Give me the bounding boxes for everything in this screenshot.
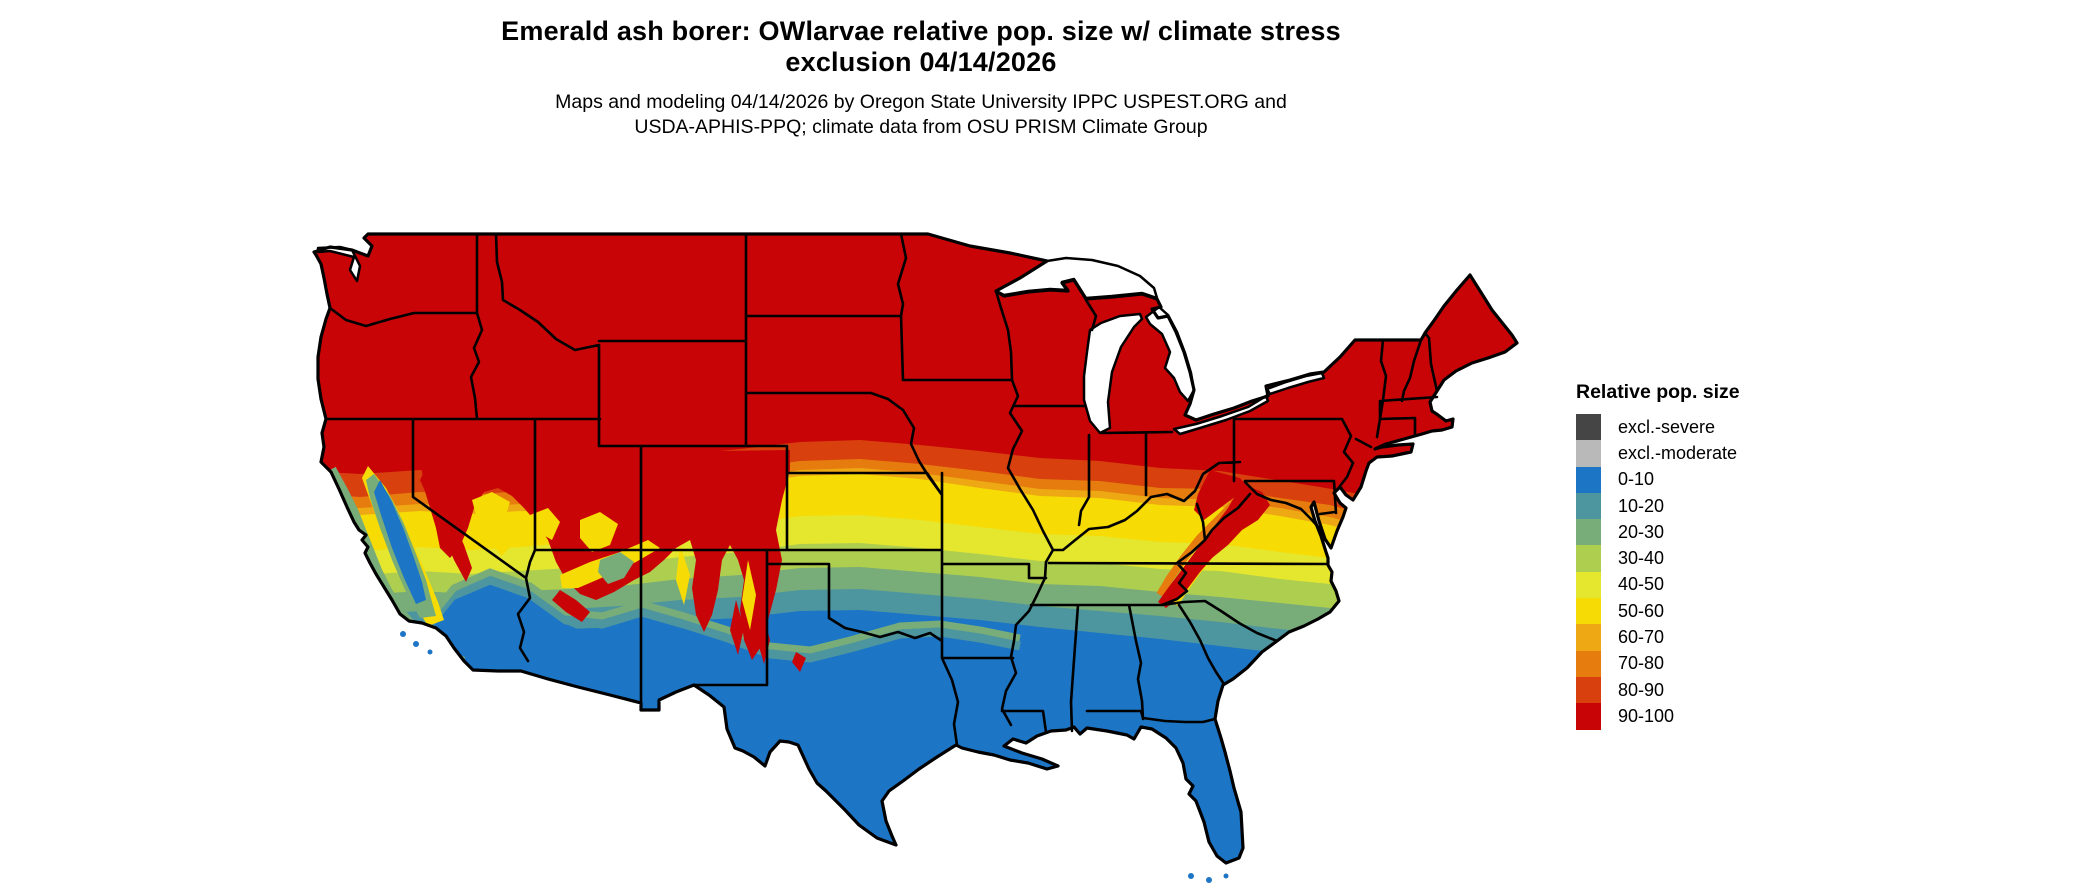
legend-label: 80-90 xyxy=(1618,679,1665,700)
legend-swatch-40-50 xyxy=(1576,571,1601,599)
legend-item-30-40: 30-40 xyxy=(1576,545,1876,572)
state-borders xyxy=(324,232,1439,747)
channel-island-dot xyxy=(427,649,433,655)
legend-label: 60-70 xyxy=(1618,627,1665,648)
legend-item-0-10: 0-10 xyxy=(1576,466,1876,493)
legend-label: 40-50 xyxy=(1618,574,1665,595)
florida-keys-dot xyxy=(1188,873,1194,879)
channel-island-dot xyxy=(400,631,406,637)
map-subtitle-line2: USDA-APHIS-PPQ; climate data from OSU PR… xyxy=(634,116,1208,138)
legend-swatch-0-10 xyxy=(1576,466,1601,493)
region-az-red-blob xyxy=(552,590,590,622)
legend-swatch-excl-moderate xyxy=(1576,440,1601,467)
legend-label: 90-100 xyxy=(1618,705,1675,726)
legend-item-excl-severe: excl.-severe xyxy=(1576,414,1876,441)
region-nevada-yellow-2 xyxy=(530,508,560,540)
region-guadalupe-red xyxy=(792,652,806,672)
region-utah-green xyxy=(598,552,634,584)
legend-item-70-80: 70-80 xyxy=(1576,650,1876,677)
legend-swatch-20-30 xyxy=(1576,519,1601,546)
legend-swatch-excl-severe xyxy=(1576,414,1601,441)
legend-label: excl.-moderate xyxy=(1618,442,1738,463)
region-wv-red-mass xyxy=(1194,470,1252,520)
region-utah-yellow xyxy=(580,512,618,552)
legend-swatch-10-20 xyxy=(1576,492,1601,520)
region-sierra-red xyxy=(420,470,472,582)
region-co-nm-yellow-2 xyxy=(742,560,756,630)
florida-keys-dot xyxy=(1206,877,1212,883)
legend-label: excl.-severe xyxy=(1618,416,1716,437)
region-appalachia-red-ridge xyxy=(1158,485,1270,608)
lake-michigan xyxy=(1082,312,1144,435)
region-southwest-teal-fringe xyxy=(424,575,1021,663)
map-subtitle-line1: Maps and modeling 04/14/2026 by Oregon S… xyxy=(555,91,1287,113)
legend-label: 50-60 xyxy=(1618,600,1665,621)
region-co-nm-yellow-1 xyxy=(676,545,690,605)
legend-swatch-80-90 xyxy=(1576,676,1601,704)
legend-label: 30-40 xyxy=(1618,548,1665,569)
legend-item-40-50: 40-50 xyxy=(1576,571,1876,599)
legend-label: 70-80 xyxy=(1618,653,1665,674)
legend-item-80-90: 80-90 xyxy=(1576,676,1876,704)
region-nm-red-ridge-1 xyxy=(730,600,744,655)
region-nevada-yellow-1 xyxy=(472,492,516,556)
legend-title: Relative pop. size xyxy=(1576,381,1740,403)
legend-swatch-60-70 xyxy=(1576,624,1601,651)
legend-item-10-20: 10-20 xyxy=(1576,492,1876,520)
legend-item-50-60: 50-60 xyxy=(1576,598,1876,625)
legend-label: 10-20 xyxy=(1618,495,1665,516)
region-central-valley-blue xyxy=(374,480,426,604)
offshore-islands xyxy=(400,631,1229,883)
raster-fill-layers xyxy=(314,234,1517,863)
legend-swatch-90-100 xyxy=(1576,703,1601,730)
lake-erie xyxy=(1172,394,1270,436)
legend-swatch-50-60 xyxy=(1576,598,1601,625)
legend-label: 0-10 xyxy=(1618,469,1655,490)
legend-item-90-100: 90-100 xyxy=(1576,703,1876,730)
legend-swatch-70-80 xyxy=(1576,650,1601,677)
legend: Relative pop. size excl.-severe excl.-mo… xyxy=(1576,381,1876,730)
map-title-line1: Emerald ash borer: OWlarvae relative pop… xyxy=(501,16,1341,46)
map-title-line2: exclusion 04/14/2026 xyxy=(785,47,1057,77)
us-outline xyxy=(312,232,1519,865)
legend-item-60-70: 60-70 xyxy=(1576,624,1876,651)
florida-keys-dot xyxy=(1223,873,1229,879)
legend-item-20-30: 20-30 xyxy=(1576,519,1876,546)
legend-swatch-30-40 xyxy=(1576,545,1601,572)
us-map xyxy=(312,232,1519,883)
map-title: Emerald ash borer: OWlarvae relative pop… xyxy=(221,16,1621,78)
legend-item-excl-moderate: excl.-moderate xyxy=(1576,440,1876,467)
legend-label: 20-30 xyxy=(1618,521,1665,542)
map-subtitle: Maps and modeling 04/14/2026 by Oregon S… xyxy=(221,90,1621,140)
channel-island-dot xyxy=(413,641,419,647)
region-rockies-red xyxy=(420,450,790,660)
